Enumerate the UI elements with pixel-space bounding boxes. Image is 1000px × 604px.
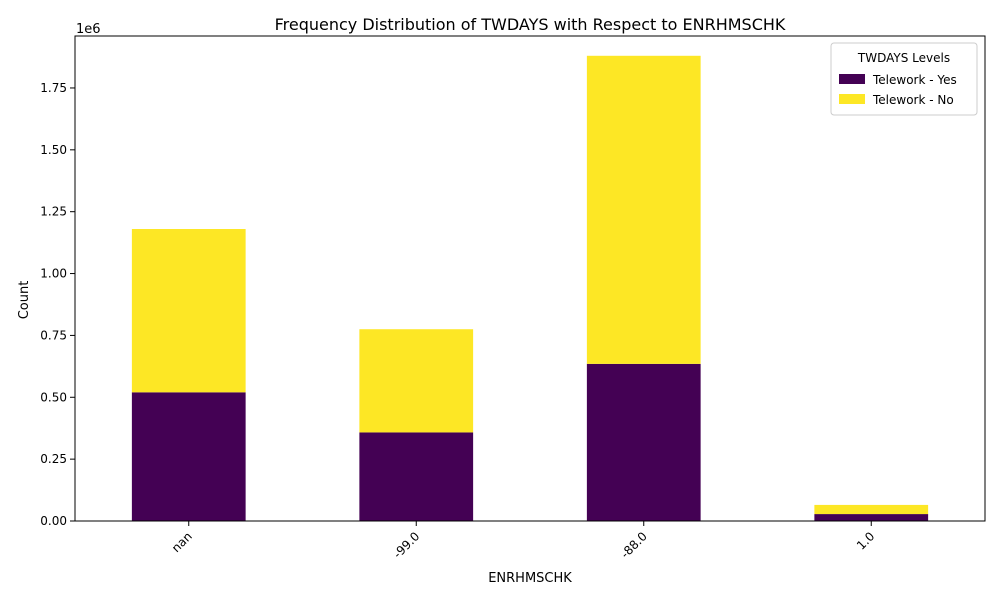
legend-title: TWDAYS Levels	[857, 51, 950, 65]
bar-telework-yes-1	[359, 432, 474, 521]
y-tick-label: 1.50	[40, 143, 67, 157]
legend: TWDAYS Levels Telework - Yes Telework - No	[830, 42, 978, 116]
y-tick-label: 1.75	[40, 81, 67, 95]
chart-title: Frequency Distribution of TWDAYS with Re…	[275, 15, 786, 34]
x-tick-label: -99.0	[391, 529, 423, 561]
legend-label-telework-yes: Telework - Yes	[872, 73, 957, 87]
y-tick-label: 1.00	[40, 267, 67, 281]
x-tick-label: nan	[169, 529, 195, 555]
y-axis-offset-label: 1e6	[76, 22, 101, 37]
bar-telework-no-0	[131, 229, 246, 393]
x-tick-label: -88.0	[618, 529, 650, 561]
y-tick-label: 1.25	[40, 205, 67, 219]
y-tick-label: 0.25	[40, 452, 67, 466]
bar-telework-yes-2	[586, 363, 701, 521]
x-tick-label: 1.0	[854, 529, 877, 552]
legend-swatch-telework-yes	[839, 74, 865, 84]
bar-telework-yes-3	[814, 514, 929, 521]
y-tick-label: 0.00	[40, 514, 67, 528]
bar-telework-no-3	[814, 504, 929, 515]
bar-telework-no-1	[359, 329, 474, 433]
legend-swatch-telework-no	[839, 94, 865, 104]
bar-telework-no-2	[586, 55, 701, 364]
y-axis-label: Count	[17, 281, 32, 320]
legend-box	[830, 42, 978, 116]
y-tick-label: 0.75	[40, 328, 67, 342]
bar-telework-yes-0	[131, 392, 246, 521]
y-tick-label: 0.50	[40, 390, 67, 404]
x-axis-label: ENRHMSCHK	[488, 571, 572, 586]
legend-label-telework-no: Telework - No	[872, 93, 954, 107]
plot-frame	[74, 35, 986, 522]
bars-layer	[131, 55, 929, 521]
